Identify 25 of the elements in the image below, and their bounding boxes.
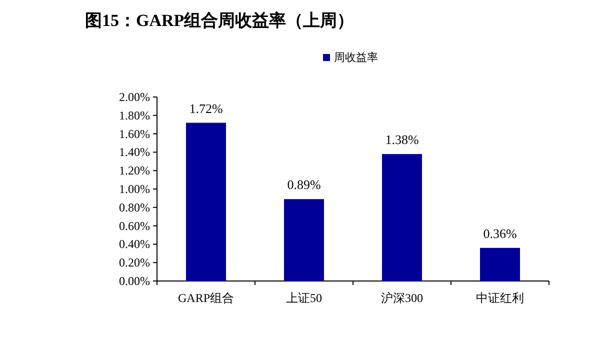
y-tick-label: 1.80% bbox=[119, 108, 150, 122]
data-label: 1.72% bbox=[189, 100, 223, 116]
y-tick-label: 0.00% bbox=[119, 274, 150, 288]
x-tick-label: 上证50 bbox=[286, 291, 322, 305]
data-label: 0.89% bbox=[287, 177, 321, 192]
chart-title: 图15：GARP组合周收益率（上周） bbox=[85, 11, 354, 30]
y-tick-label: 1.00% bbox=[119, 182, 150, 196]
y-tick-label: 1.40% bbox=[119, 145, 150, 160]
bar bbox=[186, 122, 226, 281]
y-tick-label: 0.80% bbox=[119, 200, 150, 214]
y-tick-label: 0.40% bbox=[119, 237, 150, 252]
data-label: 1.38% bbox=[385, 132, 419, 148]
x-tick-label: 沪深300 bbox=[381, 291, 423, 305]
data-label: 0.36% bbox=[483, 226, 517, 241]
y-tick-label: 1.60% bbox=[119, 126, 150, 141]
bar bbox=[382, 154, 422, 281]
x-tick-label: 中证红利 bbox=[476, 291, 524, 305]
bar bbox=[480, 248, 520, 281]
y-tick-label: 0.20% bbox=[119, 256, 150, 270]
y-tick-label: 2.00% bbox=[119, 90, 150, 104]
bar bbox=[284, 199, 324, 281]
y-tick-label: 1.20% bbox=[119, 164, 150, 178]
y-tick-label: 0.60% bbox=[119, 218, 150, 233]
legend-label: 周收益率 bbox=[334, 51, 378, 64]
x-tick-label: GARP组合 bbox=[178, 291, 234, 305]
